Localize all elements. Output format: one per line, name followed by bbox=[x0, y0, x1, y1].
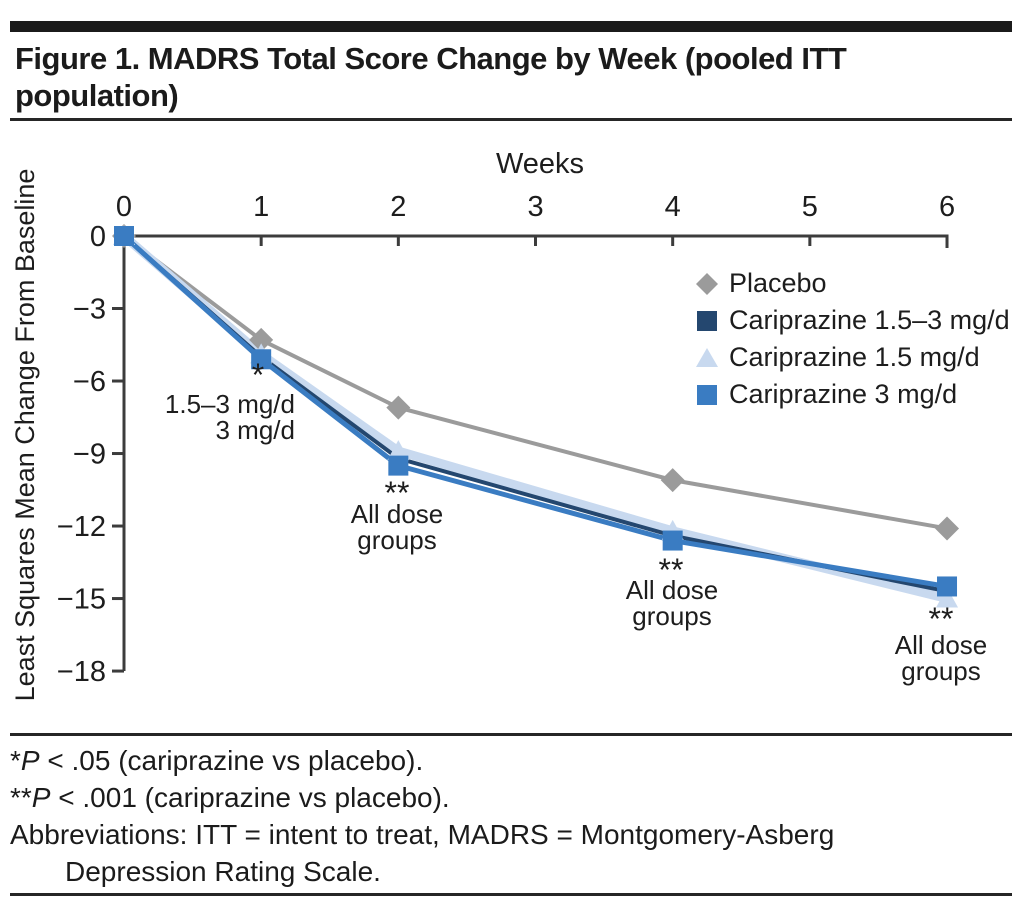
svg-text:−6: −6 bbox=[73, 366, 106, 398]
y-tick-labels: 0 −3 −6 −9 −12 −15 −18 bbox=[57, 221, 106, 688]
note-week6: All dose groups bbox=[895, 632, 988, 684]
figure-title: Figure 1. MADRS Total Score Change by We… bbox=[15, 41, 847, 113]
plot-svg: Weeks Least Squares Mean Change From Bas… bbox=[10, 148, 960, 702]
footnote-p001: **P < .001 (cariprazine vs placebo). bbox=[10, 782, 450, 813]
note-line: groups bbox=[632, 601, 712, 631]
chart-footnote-divider bbox=[10, 733, 1012, 736]
note-line: All dose bbox=[894, 630, 988, 660]
axes bbox=[112, 234, 949, 673]
svg-text:6: 6 bbox=[939, 191, 955, 223]
legend-label: Cariprazine 3 mg/d bbox=[729, 379, 958, 409]
bottom-rule bbox=[10, 893, 1012, 896]
legend-label: Cariprazine 1.5 mg/d bbox=[729, 342, 980, 372]
y-axis-title: Least Squares Mean Change From Baseline bbox=[10, 169, 40, 702]
footnote-p05: *P < .05 (cariprazine vs placebo). bbox=[10, 745, 424, 776]
note-week1: 1.5–3 mg/d 3 mg/d bbox=[165, 391, 295, 443]
legend-item-cariprazine-1-5-3: Cariprazine 1.5–3 mg/d bbox=[694, 302, 1010, 339]
x-tick-labels: 0 1 2 3 4 5 6 bbox=[116, 191, 955, 223]
x-axis-title: Weeks bbox=[496, 148, 584, 180]
note-line: 3 mg/d bbox=[215, 415, 296, 445]
footnote-abbreviations-cont: Depression Rating Scale. bbox=[65, 856, 381, 887]
legend-item-cariprazine-3: Cariprazine 3 mg/d bbox=[694, 376, 1010, 413]
title-divider bbox=[10, 118, 1012, 121]
line-chart: Weeks Least Squares Mean Change From Bas… bbox=[0, 135, 1022, 735]
sig-star-week6: ** bbox=[928, 601, 954, 637]
note-line: 1.5–3 mg/d bbox=[164, 389, 295, 419]
square-marker-icon bbox=[697, 384, 717, 405]
svg-text:0: 0 bbox=[116, 191, 132, 223]
legend-item-placebo: Placebo bbox=[694, 265, 1010, 302]
svg-text:4: 4 bbox=[665, 191, 681, 223]
note-line: All dose bbox=[350, 499, 444, 529]
diamond-marker-icon bbox=[696, 272, 718, 295]
square-marker-icon bbox=[697, 310, 717, 331]
sig-star-week1: * bbox=[251, 357, 265, 393]
svg-text:−9: −9 bbox=[73, 439, 106, 471]
svg-text:0: 0 bbox=[90, 221, 106, 253]
legend-label: Placebo bbox=[729, 268, 827, 298]
svg-text:1: 1 bbox=[253, 191, 269, 223]
svg-text:3: 3 bbox=[527, 191, 543, 223]
svg-text:−15: −15 bbox=[57, 584, 106, 616]
svg-text:−18: −18 bbox=[57, 656, 106, 688]
legend: Placebo Cariprazine 1.5–3 mg/d Cariprazi… bbox=[694, 265, 1010, 413]
series-markers-3 bbox=[114, 226, 958, 597]
svg-text:5: 5 bbox=[802, 191, 818, 223]
note-week2: All dose groups bbox=[351, 501, 444, 553]
legend-item-cariprazine-1-5: Cariprazine 1.5 mg/d bbox=[694, 339, 1010, 376]
note-line: groups bbox=[357, 525, 437, 555]
svg-text:−3: −3 bbox=[73, 294, 106, 326]
sig-star-week2: ** bbox=[384, 475, 410, 511]
triangle-marker-icon bbox=[696, 347, 718, 367]
svg-text:−12: −12 bbox=[57, 511, 106, 543]
svg-text:2: 2 bbox=[390, 191, 406, 223]
sig-star-week4: ** bbox=[658, 552, 684, 588]
footnote-abbreviations: Abbreviations: ITT = intent to treat, MA… bbox=[10, 819, 835, 850]
note-line: All dose bbox=[625, 575, 719, 605]
note-week4: All dose groups bbox=[626, 577, 719, 629]
legend-label: Cariprazine 1.5–3 mg/d bbox=[729, 305, 1010, 335]
footnotes: *P < .05 (cariprazine vs placebo). **P <… bbox=[10, 742, 1010, 890]
top-bar bbox=[10, 21, 1012, 32]
note-line: groups bbox=[901, 656, 981, 686]
